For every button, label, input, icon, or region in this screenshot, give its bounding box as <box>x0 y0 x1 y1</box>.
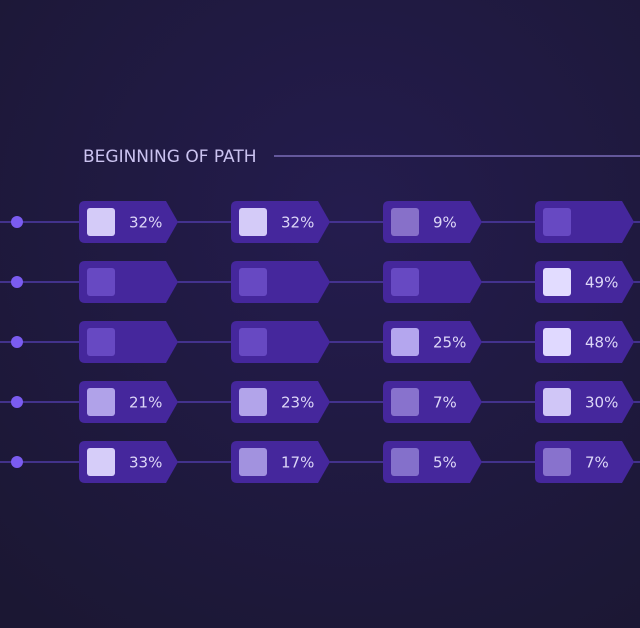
step-percent: 7% <box>433 394 457 412</box>
path-step: 32% <box>79 201 178 243</box>
step-swatch <box>239 268 267 296</box>
path-step: 30% <box>535 381 634 423</box>
step-swatch <box>543 448 571 476</box>
step-percent: 32% <box>129 214 162 232</box>
step-percent: 9% <box>433 214 457 232</box>
step-percent: 49% <box>585 274 618 292</box>
path-step: 7% <box>535 441 634 483</box>
path-step: 17% <box>231 441 330 483</box>
path-start-dot <box>11 276 23 288</box>
step-swatch <box>87 328 115 356</box>
step-swatch <box>239 208 267 236</box>
step-swatch <box>239 448 267 476</box>
step-swatch <box>239 328 267 356</box>
path-step <box>231 261 330 303</box>
path-step: 25% <box>383 321 482 363</box>
path-step: 49% <box>535 261 634 303</box>
section-title: BEGINNING OF PATH <box>83 147 257 167</box>
step-percent: 33% <box>129 454 162 472</box>
step-percent: 7% <box>585 454 609 472</box>
step-swatch <box>87 388 115 416</box>
step-swatch <box>391 268 419 296</box>
path-step: 5% <box>383 441 482 483</box>
step-percent: 17% <box>281 454 314 472</box>
step-swatch <box>543 388 571 416</box>
path-step: 33% <box>79 441 178 483</box>
path-step: 7% <box>383 381 482 423</box>
step-swatch <box>391 208 419 236</box>
path-step <box>535 201 634 243</box>
step-swatch <box>543 208 571 236</box>
step-swatch <box>543 268 571 296</box>
step-percent: 30% <box>585 394 618 412</box>
path-start-dot <box>11 336 23 348</box>
step-percent: 48% <box>585 334 618 352</box>
step-swatch <box>391 388 419 416</box>
step-percent: 25% <box>433 334 466 352</box>
path-step <box>79 261 178 303</box>
path-step: 9% <box>383 201 482 243</box>
rows: 32% 32% 9% 49% 25% 48% 21% 23% 7% 30% 33% 17% 5% 7% <box>0 201 640 483</box>
path-start-dot <box>11 456 23 468</box>
step-swatch <box>87 268 115 296</box>
step-swatch <box>87 448 115 476</box>
path-step <box>383 261 482 303</box>
path-step <box>231 321 330 363</box>
step-percent: 5% <box>433 454 457 472</box>
path-start-dot <box>11 216 23 228</box>
path-step: 21% <box>79 381 178 423</box>
path-start-dot <box>11 396 23 408</box>
step-swatch <box>391 448 419 476</box>
step-swatch <box>87 208 115 236</box>
step-percent: 23% <box>281 394 314 412</box>
step-swatch <box>543 328 571 356</box>
path-step: 23% <box>231 381 330 423</box>
path-step <box>79 321 178 363</box>
step-percent: 21% <box>129 394 162 412</box>
step-percent: 32% <box>281 214 314 232</box>
path-step: 48% <box>535 321 634 363</box>
step-swatch <box>391 328 419 356</box>
step-swatch <box>239 388 267 416</box>
path-step: 32% <box>231 201 330 243</box>
